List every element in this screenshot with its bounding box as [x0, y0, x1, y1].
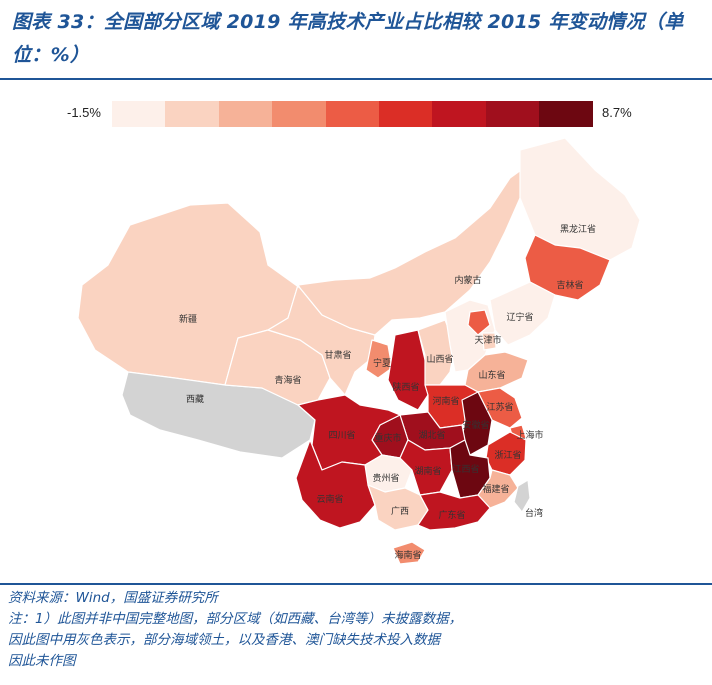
legend-swatch [165, 101, 219, 127]
source-notes: 资料来源：Wind，国盛证券研究所 注：1）此图并非中国完整地图，部分区域（如西… [8, 588, 708, 672]
legend-max-label: 8.7% [602, 105, 632, 120]
region-fujian [477, 469, 519, 509]
region-label-ningxia: 宁夏 [373, 357, 391, 369]
title-divider [0, 78, 712, 80]
region-label-sichuan: 四川省 [328, 429, 355, 441]
region-label-xizang: 西藏 [186, 393, 204, 405]
figure-title: 图表 33：全国部分区域 2019 年高技术产业占比相较 2015 年变动情况（… [12, 11, 684, 66]
region-anhui [461, 391, 493, 456]
region-jilin [524, 234, 611, 301]
region-label-zhejiang: 浙江省 [494, 449, 521, 461]
region-label-henan: 河南省 [432, 395, 459, 407]
region-label-neimenggu: 内蒙古 [454, 274, 481, 286]
color-legend: -1.5% 8.7% [0, 101, 712, 127]
legend-swatch [218, 101, 273, 127]
region-label-qinghai: 青海省 [274, 374, 301, 386]
region-label-jiangsu: 江苏省 [486, 401, 513, 413]
region-label-fujian: 福建省 [482, 483, 509, 495]
legend-swatch [539, 101, 593, 127]
region-label-guizhou: 贵州省 [372, 472, 399, 484]
region-label-guangdong: 广东省 [438, 509, 465, 521]
region-hainan [392, 541, 426, 565]
region-ningxia [365, 339, 393, 379]
legend-min-label: -1.5% [67, 105, 101, 120]
source-divider [0, 583, 712, 585]
region-label-hunan: 湖南省 [414, 465, 441, 477]
region-label-tianjin: 天津市 [474, 334, 501, 346]
note-line-3: 因此未作图 [8, 653, 76, 669]
region-label-xinjiang: 新疆 [179, 313, 197, 325]
region-label-yunnan: 云南省 [316, 493, 343, 505]
region-label-jilin: 吉林省 [556, 279, 583, 291]
region-label-liaoning: 辽宁省 [506, 311, 533, 323]
region-label-heilongjiang: 黑龙江省 [560, 223, 596, 235]
legend-swatches [112, 101, 593, 127]
legend-swatch [112, 101, 166, 127]
legend-swatch [272, 101, 326, 127]
legend-swatch [485, 101, 540, 127]
region-label-shandong: 山东省 [478, 369, 505, 381]
region-label-chongqing: 重庆市 [374, 432, 401, 444]
legend-swatch [432, 101, 486, 127]
region-neimenggu [297, 159, 536, 336]
note-line-1: 注：1）此图并非中国完整地图，部分区域（如西藏、台湾等）未披露数据， [8, 611, 463, 627]
region-beijing [467, 309, 491, 336]
legend-swatch [378, 101, 433, 127]
region-label-hubei: 湖北省 [418, 429, 445, 441]
region-heilongjiang [519, 137, 641, 261]
region-label-shanxi: 山西省 [426, 353, 453, 365]
region-tianjin [481, 332, 497, 351]
region-label-guangxi: 广西 [391, 505, 409, 517]
region-label-hainan: 海南省 [394, 549, 421, 561]
source-line: 资料来源：Wind，国盛证券研究所 [8, 590, 218, 606]
region-taiwan [513, 479, 531, 513]
region-label-taiwan: 台湾 [525, 507, 543, 519]
region-yunnan [295, 439, 376, 529]
region-label-anhui: 安徽省 [462, 419, 489, 431]
region-label-gansu: 甘肃省 [324, 349, 351, 361]
legend-swatch [325, 101, 379, 127]
region-label-shaanxi: 陕西省 [392, 381, 419, 393]
note-line-2: 因此图中用灰色表示，部分海域领土，以及香港、澳门缺失技术投入数据 [8, 632, 440, 648]
region-label-jiangxi: 江西省 [452, 463, 479, 475]
region-liaoning [489, 281, 556, 346]
region-guangdong [417, 491, 491, 531]
region-label-shanghai: 上海市 [516, 429, 543, 441]
